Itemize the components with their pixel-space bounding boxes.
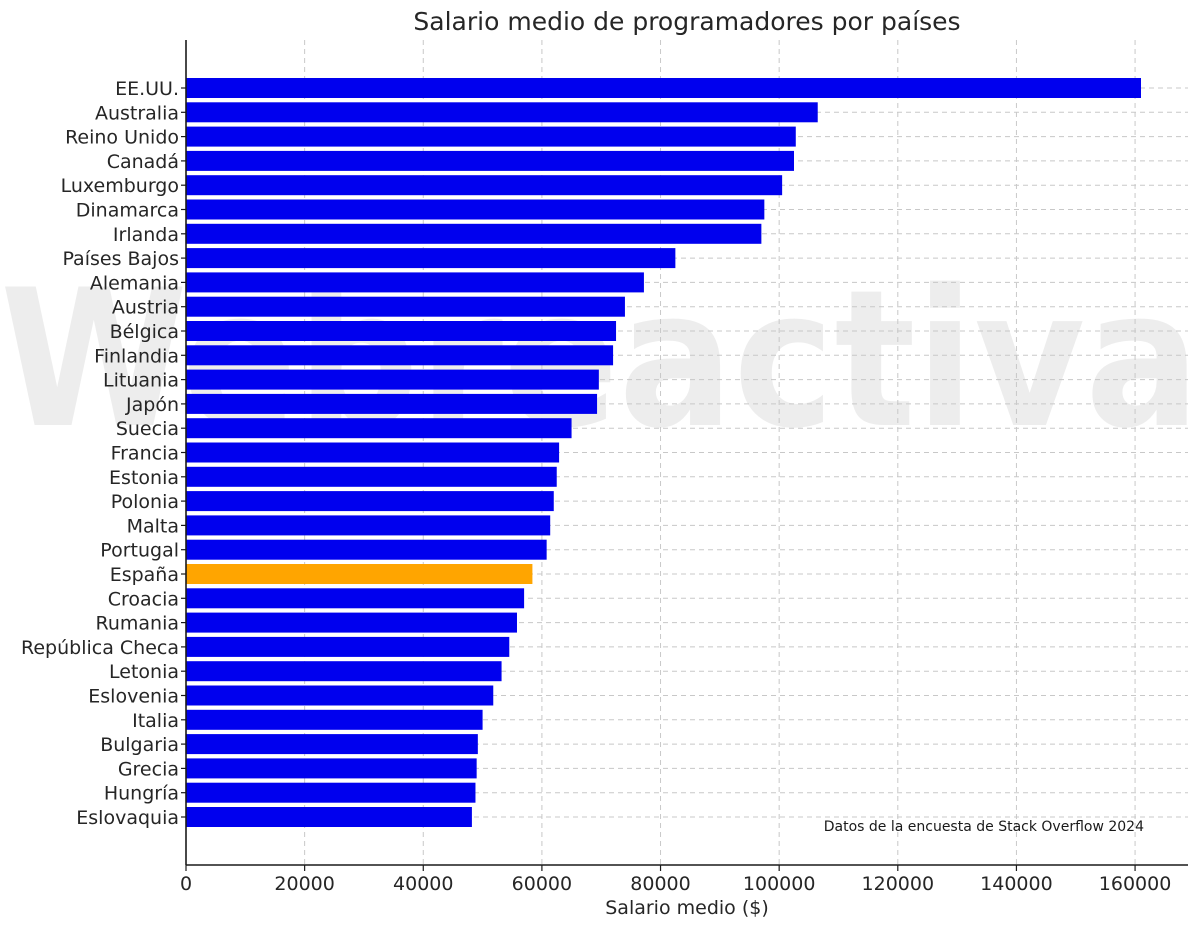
category-label: Reino Unido bbox=[65, 127, 179, 149]
category-label: Canadá bbox=[107, 151, 179, 173]
category-label: Eslovenia bbox=[88, 686, 179, 708]
bar-13 bbox=[186, 393, 598, 414]
x-tick-label: 160000 bbox=[1099, 873, 1172, 895]
category-label: Portugal bbox=[100, 540, 179, 562]
x-tick-label: 80000 bbox=[630, 873, 690, 895]
category-label: Australia bbox=[95, 102, 179, 124]
category-label: Países Bajos bbox=[62, 248, 179, 270]
bar-0 bbox=[186, 78, 1141, 98]
category-label: Francia bbox=[111, 443, 179, 465]
category-label: Malta bbox=[127, 515, 179, 537]
category-label: República Checa bbox=[21, 637, 179, 659]
bar-4 bbox=[186, 175, 783, 196]
bar-18 bbox=[186, 515, 551, 536]
source-annotation: Datos de la encuesta de Stack Overflow 2… bbox=[824, 819, 1144, 835]
bar-22 bbox=[186, 612, 517, 633]
category-label: Croacia bbox=[108, 588, 179, 610]
bar-26 bbox=[186, 709, 483, 730]
x-tick-label: 20000 bbox=[274, 873, 334, 895]
category-label: Lituania bbox=[103, 370, 179, 392]
bar-15 bbox=[186, 442, 560, 463]
bar-14 bbox=[186, 418, 572, 439]
category-label: Suecia bbox=[116, 418, 179, 440]
category-label: EE.UU. bbox=[115, 78, 179, 100]
bar-1 bbox=[186, 102, 818, 123]
category-label: Alemania bbox=[90, 272, 179, 294]
category-label: Eslovaquia bbox=[76, 807, 179, 829]
category-label: Luxemburgo bbox=[61, 175, 179, 197]
chart-title: Salario medio de programadores por paíse… bbox=[413, 7, 960, 36]
bars bbox=[186, 78, 1141, 827]
category-label: España bbox=[110, 564, 179, 586]
bar-28 bbox=[186, 758, 477, 779]
category-label: Bulgaria bbox=[100, 734, 179, 756]
bar-5 bbox=[186, 199, 765, 220]
x-tick-label: 0 bbox=[180, 873, 192, 895]
bar-30 bbox=[186, 807, 472, 827]
category-label: Letonia bbox=[109, 661, 179, 683]
x-tick-label: 120000 bbox=[862, 873, 935, 895]
bar-3 bbox=[186, 150, 794, 171]
bar-7 bbox=[186, 248, 676, 269]
x-tick-label: 100000 bbox=[743, 873, 816, 895]
bar-10 bbox=[186, 321, 617, 341]
category-label: Estonia bbox=[109, 467, 179, 489]
bar-25 bbox=[186, 685, 494, 706]
category-label: Bélgica bbox=[110, 321, 179, 343]
x-axis-label: Salario medio ($) bbox=[605, 897, 769, 919]
bar-6 bbox=[186, 223, 762, 244]
bar-29 bbox=[186, 782, 476, 803]
category-label: Grecia bbox=[118, 758, 179, 780]
category-label: Irlanda bbox=[113, 224, 179, 246]
bar-27 bbox=[186, 734, 478, 755]
bar-20 bbox=[186, 564, 533, 584]
bar-21 bbox=[186, 588, 525, 609]
category-label: Austria bbox=[112, 297, 179, 319]
x-tick-labels: 0 20000 40000 60000 80000 100000 120000 140000 1… bbox=[180, 865, 1171, 895]
bar-11 bbox=[186, 345, 614, 366]
bar-17 bbox=[186, 491, 554, 512]
category-label: Japón bbox=[125, 394, 179, 416]
x-tick-label: 60000 bbox=[512, 873, 572, 895]
category-label: Rumania bbox=[95, 613, 179, 635]
category-label: Hungría bbox=[104, 783, 179, 805]
bar-8 bbox=[186, 272, 644, 293]
category-label: Italia bbox=[132, 710, 179, 732]
bar-23 bbox=[186, 636, 510, 657]
bar-9 bbox=[186, 296, 625, 317]
category-label: Finlandia bbox=[94, 345, 179, 367]
category-labels: EE.UU.Australia Reino UnidoCanadáLuxembur… bbox=[21, 78, 186, 829]
x-tick-label: 140000 bbox=[980, 873, 1053, 895]
bar-24 bbox=[186, 661, 502, 682]
bar-16 bbox=[186, 466, 557, 487]
x-tick-label: 40000 bbox=[393, 873, 453, 895]
bar-2 bbox=[186, 126, 796, 147]
bar-19 bbox=[186, 539, 547, 560]
category-label: Polonia bbox=[111, 491, 179, 513]
category-label: Dinamarca bbox=[76, 200, 179, 222]
bar-12 bbox=[186, 369, 599, 390]
